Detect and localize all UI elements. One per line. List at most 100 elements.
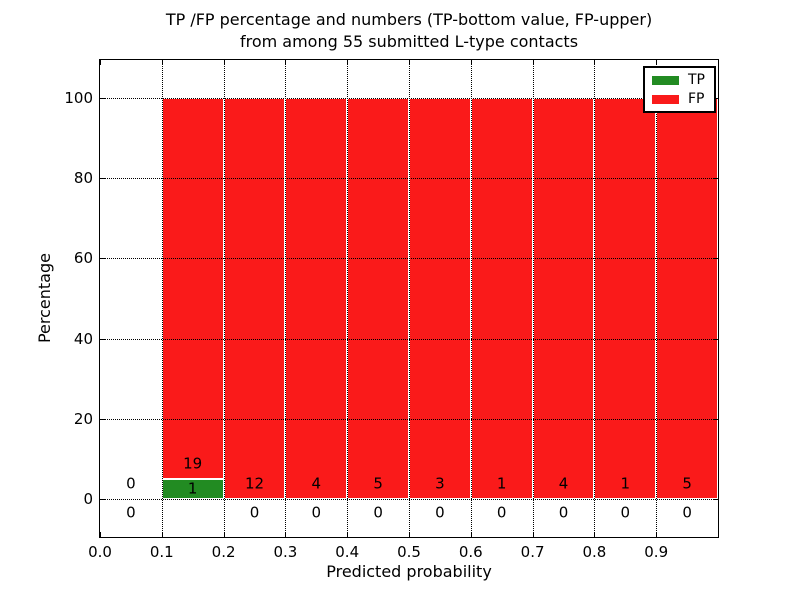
- x-tick-mark: [532, 532, 534, 537]
- bar-segment-fp: [470, 98, 533, 499]
- y-tick-mark: [713, 418, 718, 420]
- x-tick-label: 0.8: [582, 543, 607, 561]
- y-tick-label: 60: [73, 249, 93, 268]
- y-tick-label: 80: [73, 169, 93, 188]
- x-tick-mark: [594, 532, 596, 537]
- y-gridline: [100, 418, 718, 420]
- tp-count-label: 0: [311, 503, 322, 522]
- bar-segment-fp: [409, 98, 471, 499]
- tp-count-label: 0: [126, 503, 136, 522]
- y-tick-mark: [100, 498, 105, 500]
- tp-count-label: 0: [558, 503, 569, 522]
- fp-count-label: 3: [435, 474, 445, 493]
- x-tick-mark: [161, 532, 163, 537]
- bar-segment-fp: [161, 98, 224, 479]
- x-tick-label: 0.3: [273, 543, 298, 561]
- fp-count-label: 1: [496, 474, 507, 493]
- legend-entry-fp: FP: [652, 92, 705, 106]
- fp-count-label: 4: [558, 474, 569, 493]
- x-tick-label: 0.1: [149, 543, 174, 561]
- y-tick-mark: [713, 178, 718, 180]
- x-gridline: [223, 60, 225, 537]
- bar-segment-fp: [347, 98, 409, 499]
- bar-segment-fp: [223, 98, 286, 499]
- x-gridline: [409, 60, 410, 537]
- x-gridline: [347, 60, 349, 537]
- x-gridline: [161, 60, 163, 537]
- y-tick-label: 0: [83, 489, 93, 508]
- x-tick-mark: [100, 532, 101, 537]
- legend: TP FP: [643, 66, 716, 113]
- x-tick-mark: [347, 60, 349, 65]
- fp-count-label: 5: [682, 474, 692, 493]
- y-tick-mark: [100, 98, 105, 100]
- x-tick-mark: [285, 60, 287, 65]
- legend-swatch-tp: [652, 75, 679, 85]
- y-tick-mark: [100, 338, 105, 340]
- x-tick-mark: [100, 60, 101, 65]
- bar-segment-fp: [656, 98, 718, 499]
- x-tick-mark: [470, 60, 472, 65]
- x-tick-mark: [223, 60, 225, 65]
- legend-label-tp: TP: [688, 72, 705, 88]
- x-gridline: [470, 60, 472, 537]
- tp-count-label: 0: [682, 503, 692, 522]
- x-tick-label: 0.9: [644, 543, 669, 561]
- y-tick-label: 40: [73, 329, 93, 348]
- legend-label-fp: FP: [688, 91, 705, 107]
- x-tick-label: 0.5: [397, 543, 421, 561]
- tp-count-label: 0: [249, 503, 260, 522]
- y-tick-mark: [713, 258, 718, 260]
- x-tick-mark: [285, 532, 287, 537]
- x-tick-mark: [223, 532, 225, 537]
- y-axis-label: Percentage: [35, 253, 54, 344]
- plot-area: TP FP 0.0 0.1 0.2 0.3 0.4 0.5 0.6 0.7 0.8 0.9 0 20 40…: [64, 59, 719, 561]
- x-gridline: [532, 60, 534, 537]
- x-tick-mark: [470, 532, 472, 537]
- legend-swatch-fp: [652, 94, 679, 104]
- chart-title: TP /FP percentage and numbers (TP-bottom…: [100, 9, 718, 53]
- x-gridline: [285, 60, 287, 537]
- chart-title-line2: from among 55 submitted L-type contacts: [239, 32, 579, 51]
- y-tick-mark: [100, 178, 105, 180]
- x-tick-mark: [161, 60, 163, 65]
- tp-count-label: 0: [435, 503, 445, 522]
- bar-segment-fp: [532, 98, 595, 499]
- y-gridline: [100, 338, 718, 340]
- x-gridline: [594, 60, 596, 537]
- bar-segment-fp: [285, 98, 348, 499]
- y-tick-mark: [100, 418, 105, 420]
- y-tick-mark: [100, 258, 105, 260]
- fp-count-label: 12: [244, 474, 265, 493]
- y-tick-label: 100: [64, 89, 93, 108]
- y-gridline: [100, 498, 718, 500]
- y-gridline: [100, 178, 718, 180]
- x-tick-mark: [594, 60, 596, 65]
- x-tick-mark: [656, 532, 658, 537]
- fp-count-label: 1: [620, 474, 631, 493]
- x-gridline: [656, 60, 658, 537]
- chart-title-line1: TP /FP percentage and numbers (TP-bottom…: [165, 10, 653, 29]
- x-tick-mark: [532, 60, 534, 65]
- x-axis-label: Predicted probability: [326, 562, 492, 581]
- x-tick-mark: [347, 532, 349, 537]
- bar-segment-fp: [594, 98, 657, 499]
- fp-count-label: 5: [373, 474, 383, 493]
- x-tick-mark: [409, 532, 410, 537]
- fp-count-label: 4: [311, 474, 322, 493]
- x-tick-label: 0.0: [88, 543, 112, 561]
- x-tick-mark: [656, 60, 658, 65]
- y-tick-mark: [713, 338, 718, 340]
- y-gridline: [100, 98, 718, 100]
- x-tick-label: 0.7: [520, 543, 545, 561]
- y-gridline: [100, 258, 718, 260]
- legend-entry-tp: TP: [652, 73, 705, 87]
- x-tick-label: 0.6: [458, 543, 483, 561]
- tp-count-label: 1: [187, 479, 198, 498]
- tp-count-label: 0: [620, 503, 631, 522]
- x-tick-label: 0.4: [335, 543, 360, 561]
- x-tick-label: 0.2: [211, 543, 236, 561]
- x-tick-mark: [409, 60, 410, 65]
- y-tick-mark: [713, 498, 718, 500]
